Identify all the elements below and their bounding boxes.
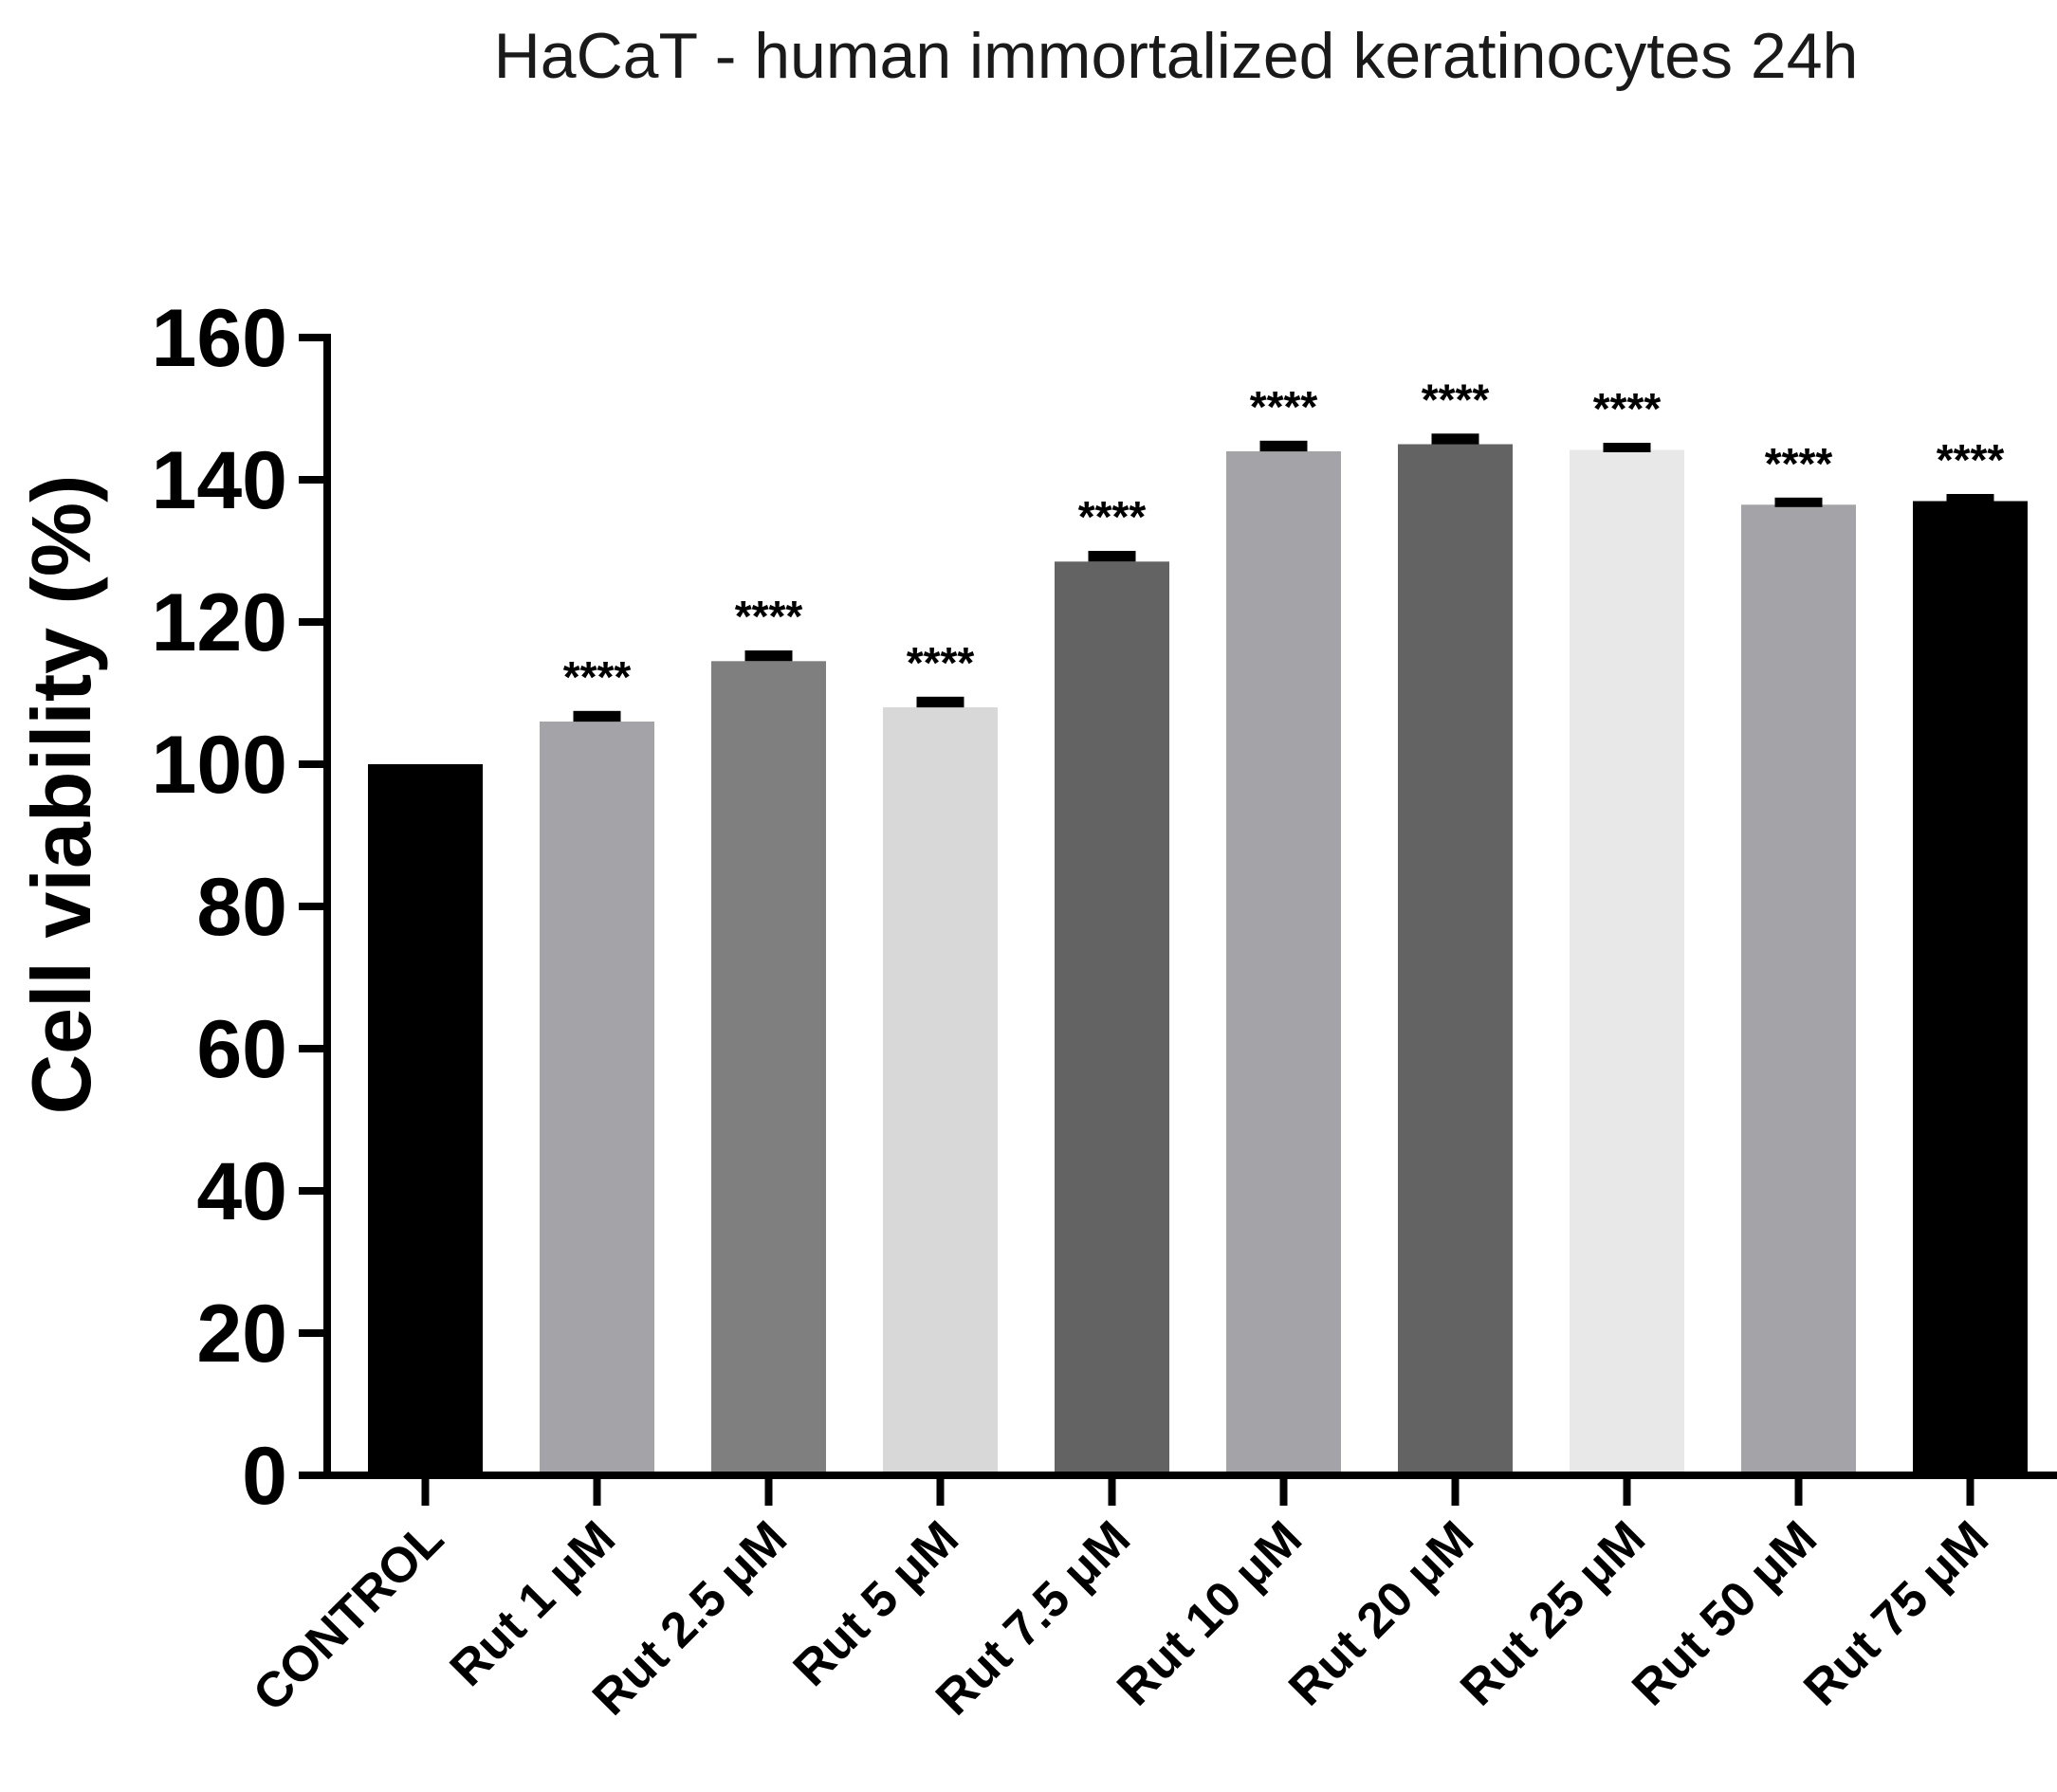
x-tick-mark bbox=[1966, 1475, 1974, 1506]
x-tick-mark bbox=[1451, 1475, 1460, 1506]
x-axis-line bbox=[323, 1472, 2057, 1479]
y-tick-label: 40 bbox=[196, 1146, 287, 1237]
y-tick-label: 0 bbox=[242, 1431, 287, 1522]
bar-9 bbox=[1741, 504, 1856, 1476]
x-tick-mark bbox=[1108, 1475, 1116, 1506]
x-tick-label: Rut 1 μM bbox=[440, 1510, 626, 1696]
y-tick-mark bbox=[299, 760, 327, 768]
x-tick-mark bbox=[764, 1475, 773, 1506]
significance-label: **** bbox=[1078, 492, 1147, 541]
significance-label: **** bbox=[907, 638, 975, 687]
significance-label: **** bbox=[1422, 375, 1490, 424]
x-tick-mark bbox=[1279, 1475, 1288, 1506]
y-tick-label: 100 bbox=[152, 720, 288, 811]
significance-label: **** bbox=[1765, 439, 1833, 488]
x-tick-label: Rut 75 μM bbox=[1793, 1510, 1999, 1716]
error-bar-3 bbox=[744, 650, 793, 662]
significance-label: **** bbox=[1593, 384, 1662, 433]
y-tick-mark bbox=[299, 334, 327, 341]
bar-8 bbox=[1570, 449, 1684, 1475]
y-tick-mark bbox=[299, 476, 327, 484]
y-tick-mark bbox=[299, 1329, 327, 1337]
chart-title: HaCaT - human immortalized keratinocytes… bbox=[494, 20, 1859, 92]
error-bar-7 bbox=[1431, 433, 1479, 445]
y-tick-mark bbox=[299, 1472, 327, 1479]
error-bar-4 bbox=[916, 696, 964, 708]
significance-label: **** bbox=[735, 592, 803, 641]
error-bar-8 bbox=[1603, 443, 1651, 452]
y-tick-mark bbox=[299, 1045, 327, 1052]
significance-label: **** bbox=[1937, 435, 2005, 485]
bar-6 bbox=[1226, 451, 1341, 1475]
bar-10 bbox=[1913, 501, 2028, 1475]
x-tick-label: Rut 20 μM bbox=[1278, 1510, 1484, 1716]
bar-3 bbox=[711, 661, 826, 1476]
x-tick-mark bbox=[936, 1475, 945, 1506]
error-bar-2 bbox=[573, 710, 621, 722]
y-axis-title: Cell viability (%) bbox=[14, 475, 108, 1115]
bar-2 bbox=[540, 722, 654, 1475]
x-tick-label: CONTROL bbox=[243, 1510, 454, 1722]
error-bar-6 bbox=[1259, 440, 1308, 452]
y-tick-mark bbox=[299, 618, 327, 626]
y-tick-mark bbox=[299, 1187, 327, 1195]
x-tick-mark bbox=[421, 1475, 430, 1506]
bar-4 bbox=[883, 707, 998, 1475]
bar-7 bbox=[1398, 444, 1513, 1475]
error-bar-5 bbox=[1088, 551, 1136, 562]
x-tick-label: Rut 50 μM bbox=[1622, 1510, 1827, 1716]
x-tick-label: Rut 25 μM bbox=[1450, 1510, 1656, 1716]
x-tick-label: Rut 10 μM bbox=[1107, 1510, 1313, 1716]
x-tick-label: Rut 5 μM bbox=[783, 1510, 969, 1696]
y-tick-label: 80 bbox=[196, 862, 287, 953]
significance-label: **** bbox=[1250, 382, 1318, 431]
y-tick-label: 20 bbox=[196, 1289, 287, 1380]
y-tick-mark bbox=[299, 903, 327, 910]
significance-label: **** bbox=[563, 652, 632, 702]
y-tick-label: 160 bbox=[152, 293, 288, 384]
bar-1 bbox=[368, 764, 483, 1475]
error-bar-10 bbox=[1946, 494, 1994, 503]
y-tick-label: 60 bbox=[196, 1004, 287, 1095]
x-tick-mark bbox=[593, 1475, 601, 1506]
x-tick-mark bbox=[1623, 1475, 1631, 1506]
x-tick-mark bbox=[1794, 1475, 1803, 1506]
error-bar-9 bbox=[1774, 497, 1823, 507]
bar-5 bbox=[1055, 561, 1169, 1476]
y-tick-label: 140 bbox=[152, 435, 288, 526]
y-tick-label: 120 bbox=[152, 577, 288, 668]
plot-area: **** **** **** **** **** **** **** **** **** 0 20 4… bbox=[152, 293, 2057, 1726]
